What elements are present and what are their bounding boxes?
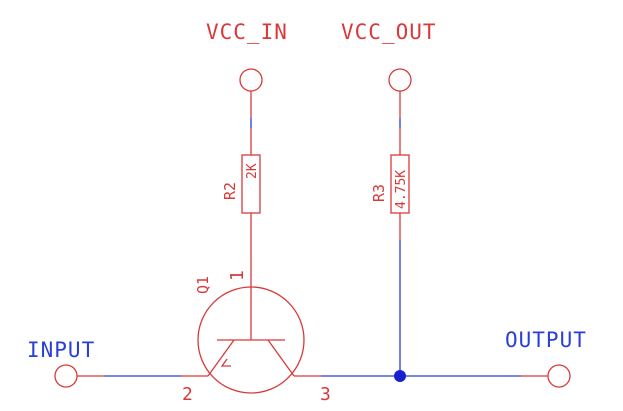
q1-ref-label: Q1 bbox=[194, 276, 212, 294]
q1-pin-base-label: 2 bbox=[182, 384, 193, 405]
vcc-in-label: VCC_IN bbox=[206, 20, 288, 44]
r2-value-label: 2K bbox=[245, 163, 260, 179]
input-port-label: INPUT bbox=[27, 338, 95, 362]
q1-emitter-lead bbox=[267, 339, 295, 377]
output-junction-dot bbox=[394, 370, 406, 382]
r2-ref-label: R2 bbox=[221, 182, 239, 200]
vcc-out-terminal bbox=[388, 68, 412, 92]
q1-transistor-body bbox=[197, 286, 305, 394]
r3-ref-label: R3 bbox=[370, 184, 388, 202]
r3-value-label: 4.75K bbox=[394, 170, 409, 209]
q1-pin-emitter-label: 3 bbox=[320, 384, 331, 405]
q1-base-lead bbox=[207, 339, 235, 377]
output-terminal bbox=[547, 364, 571, 388]
q1-emitter-arrow bbox=[220, 358, 231, 367]
vcc-out-label: VCC_OUT bbox=[341, 20, 437, 44]
input-terminal bbox=[54, 364, 78, 388]
vcc-in-terminal bbox=[239, 68, 263, 92]
output-port-label: OUTPUT bbox=[505, 328, 587, 352]
q1-pin-collector-label: 1 bbox=[227, 270, 248, 281]
